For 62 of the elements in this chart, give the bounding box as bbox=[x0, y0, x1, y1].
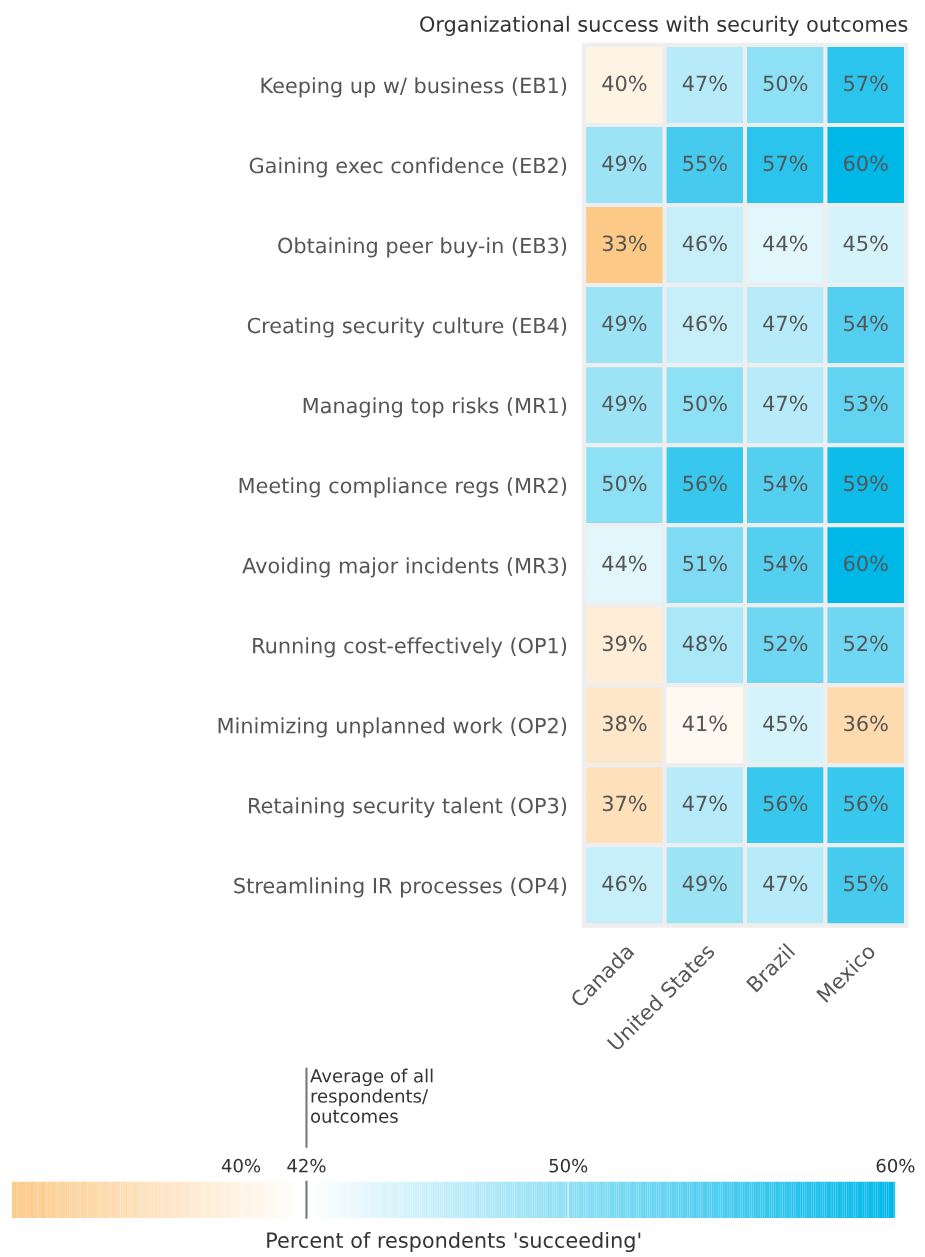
color-bar-label: 60% bbox=[876, 1158, 915, 1173]
data-label: 56% bbox=[763, 795, 808, 812]
data-label: 57% bbox=[844, 75, 888, 92]
data-label: 50% bbox=[683, 395, 727, 412]
chart-title: Organizational success with security outcomes bbox=[420, 15, 908, 36]
data-label: 46% bbox=[602, 875, 647, 892]
data-label: 47% bbox=[682, 795, 727, 812]
color-bar-label: 50% bbox=[549, 1158, 588, 1173]
data-label: 57% bbox=[763, 155, 808, 172]
y-tick-label: Retaining security talent (OP3) bbox=[249, 797, 567, 818]
y-tick-label: Gaining exec confidence (EB2) bbox=[249, 157, 567, 178]
data-label: 39% bbox=[602, 635, 647, 652]
data-label: 44% bbox=[763, 235, 808, 252]
data-label: 56% bbox=[844, 795, 888, 812]
data-label: 46% bbox=[682, 315, 727, 332]
y-tick-label: Managing top risks (MR1) bbox=[303, 397, 567, 418]
data-label: 50% bbox=[763, 75, 808, 92]
data-label: 37% bbox=[602, 795, 647, 812]
data-label: 41% bbox=[682, 715, 727, 732]
data-label: 47% bbox=[763, 395, 808, 412]
data-label: 59% bbox=[844, 475, 888, 492]
data-label: 49% bbox=[602, 315, 647, 332]
data-label: 52% bbox=[844, 635, 888, 652]
y-tick-label: Streamlining IR processes (OP4) bbox=[234, 877, 567, 898]
data-label: 33% bbox=[602, 235, 647, 252]
data-label: 55% bbox=[844, 875, 888, 892]
data-label: 53% bbox=[844, 395, 888, 412]
data-label: 49% bbox=[602, 395, 647, 412]
y-tick-label: Meeting compliance regs (MR2) bbox=[239, 477, 567, 498]
data-label: 54% bbox=[763, 475, 808, 492]
data-label: 55% bbox=[683, 155, 727, 172]
data-label: 56% bbox=[683, 475, 727, 492]
data-label: 49% bbox=[682, 875, 727, 892]
data-label: 46% bbox=[682, 235, 727, 252]
data-label: 50% bbox=[602, 475, 647, 492]
color-bar-label: 40% bbox=[221, 1158, 261, 1173]
y-tick-label: Minimizing unplanned work (OP2) bbox=[218, 717, 567, 738]
data-label: 45% bbox=[763, 715, 808, 732]
color-bar-title: Percent of respondents 'succeeding' bbox=[267, 1231, 641, 1253]
y-tick-label: Avoiding major incidents (MR3) bbox=[242, 557, 567, 578]
data-label: 47% bbox=[682, 75, 727, 92]
data-label: 47% bbox=[763, 315, 808, 332]
data-label: 36% bbox=[844, 715, 888, 732]
data-label: 54% bbox=[844, 315, 888, 332]
color-bar-label: 42% bbox=[287, 1158, 326, 1173]
y-tick-label: Keeping up w/ business (EB1) bbox=[261, 77, 567, 98]
data-label: 49% bbox=[602, 155, 647, 172]
data-label: 48% bbox=[682, 635, 727, 652]
text: Average of all respondents/ outcomes bbox=[310, 1068, 433, 1123]
y-tick-label: Running cost-effectively (OP1) bbox=[253, 637, 567, 658]
data-label: 38% bbox=[602, 715, 647, 732]
y-tick-label: Obtaining peer buy-in (EB3) bbox=[278, 237, 567, 258]
data-label: 47% bbox=[763, 875, 808, 892]
data-label: 54% bbox=[763, 555, 808, 572]
data-label: 51% bbox=[683, 555, 727, 572]
data-label: 44% bbox=[602, 555, 647, 572]
data-label: 60% bbox=[844, 555, 888, 572]
data-label: 45% bbox=[843, 235, 888, 252]
data-label: 60% bbox=[844, 155, 888, 172]
data-label: 52% bbox=[763, 635, 808, 652]
y-tick-label: Creating security culture (EB4) bbox=[247, 317, 567, 338]
data-label: 40% bbox=[602, 75, 647, 92]
